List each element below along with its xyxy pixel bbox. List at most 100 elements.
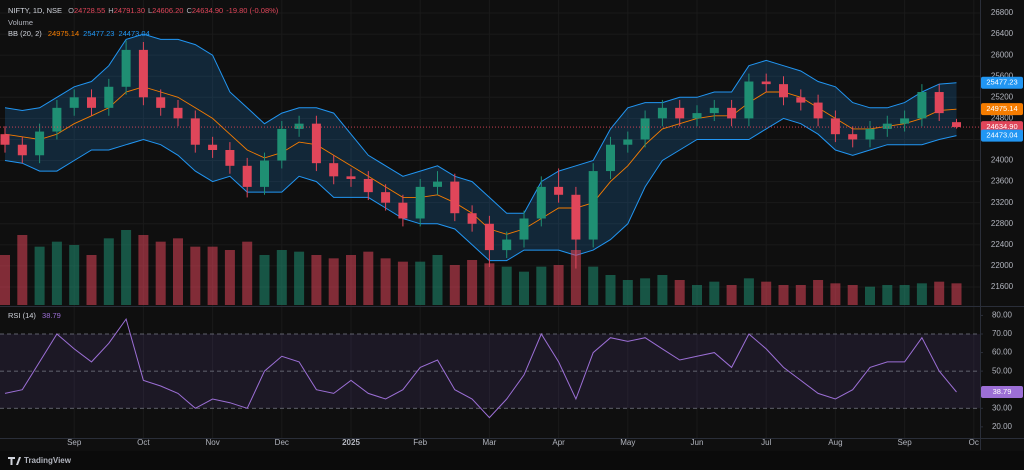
volume-bar bbox=[640, 278, 651, 305]
candle-body bbox=[952, 122, 961, 128]
x-tick-label: 2025 bbox=[342, 438, 360, 447]
candle-body bbox=[242, 165, 252, 187]
candle-body bbox=[381, 192, 391, 203]
candle-body bbox=[156, 97, 166, 108]
symbol: NIFTY, 1D, NSE bbox=[8, 6, 62, 15]
volume-bar bbox=[34, 246, 45, 305]
volume-legend: Volume bbox=[8, 18, 33, 27]
candle-body bbox=[623, 139, 633, 145]
volume-bar bbox=[173, 238, 183, 305]
y-tick-label: 22800 bbox=[991, 219, 1014, 228]
bb-value: 24975.14 bbox=[48, 29, 79, 38]
axis-tag-bg bbox=[981, 385, 1023, 398]
axis-tag: 24634.90 bbox=[986, 122, 1017, 131]
volume-bar bbox=[657, 275, 668, 305]
candle-body bbox=[588, 171, 598, 240]
candle-body bbox=[260, 160, 269, 187]
candle-body bbox=[813, 102, 823, 119]
volume-bar bbox=[536, 266, 547, 305]
volume-bar bbox=[934, 281, 945, 305]
volume-bar bbox=[69, 245, 80, 305]
volume-bar bbox=[207, 246, 218, 305]
volume-bar bbox=[86, 255, 97, 305]
logo-mark bbox=[8, 457, 21, 465]
axis-tag: 25477.23 bbox=[986, 78, 1017, 87]
ohlc-value: 24728.55 bbox=[74, 6, 105, 15]
candle-body bbox=[138, 49, 148, 98]
ohlc-key: H bbox=[108, 6, 113, 15]
candle-body bbox=[329, 163, 339, 177]
y-tick-label: 25200 bbox=[991, 92, 1014, 101]
candle-body bbox=[675, 107, 685, 119]
candle-body bbox=[467, 213, 477, 224]
candle-body bbox=[744, 81, 754, 119]
volume-bar bbox=[259, 255, 270, 305]
candle-body bbox=[657, 107, 667, 119]
rsi-tick-label: 20.00 bbox=[992, 422, 1013, 431]
x-tick-label: Sep bbox=[897, 438, 912, 447]
volume-bar bbox=[726, 285, 737, 305]
change: -19.80 (-0.08%) bbox=[226, 6, 279, 15]
rsi-title: RSI (14) bbox=[8, 311, 36, 320]
bb-line bbox=[4, 86, 957, 235]
rsi-tick-label: 60.00 bbox=[992, 348, 1013, 357]
volume-bar bbox=[121, 230, 132, 305]
volume-bar bbox=[380, 258, 391, 305]
candle-body bbox=[121, 49, 131, 87]
volume-bar bbox=[155, 241, 166, 305]
candle-body bbox=[917, 92, 927, 119]
volume-bar bbox=[328, 258, 339, 305]
candle-body bbox=[294, 123, 304, 129]
volume-bar bbox=[449, 265, 460, 305]
candle-body bbox=[450, 181, 460, 214]
candle-body bbox=[692, 113, 702, 119]
candle-body bbox=[104, 86, 114, 108]
bb-title: BB (20, 2) bbox=[8, 29, 42, 38]
bb-values: 24975.14 25477.23 24473.04 bbox=[48, 29, 150, 38]
logo: TradingView bbox=[8, 456, 72, 465]
candle-body bbox=[571, 194, 581, 240]
volume-bar bbox=[311, 255, 322, 305]
x-tick-label: Dec bbox=[275, 438, 289, 447]
candle-body bbox=[363, 178, 373, 193]
axis-tag-bg bbox=[981, 103, 1023, 116]
volume-bar bbox=[761, 281, 772, 305]
volume-bar bbox=[519, 271, 529, 305]
candle-body bbox=[536, 186, 546, 219]
x-tick-label: Jun bbox=[691, 438, 704, 447]
x-tick-label: Apr bbox=[552, 438, 565, 447]
candle-body bbox=[727, 107, 737, 119]
y-tick-label: 23600 bbox=[991, 177, 1014, 186]
candle-body bbox=[346, 176, 356, 179]
axis-tag: 24975.14 bbox=[986, 104, 1017, 113]
volume-bar bbox=[709, 281, 720, 305]
candle-body bbox=[882, 123, 892, 129]
y-tick-label: 24000 bbox=[991, 156, 1014, 165]
volume-bar bbox=[813, 280, 824, 305]
ohlc-value: 24606.20 bbox=[152, 6, 183, 15]
rsi-tick-label: 50.00 bbox=[992, 366, 1013, 375]
price-legend: NIFTY, 1D, NSE O24728.55 H24791.30 L24606.… bbox=[8, 6, 279, 15]
rsi-tick-label: 70.00 bbox=[992, 329, 1013, 338]
candle-body bbox=[848, 134, 858, 140]
volume-bar bbox=[605, 275, 616, 305]
volume-bar bbox=[294, 251, 305, 305]
volume-bar bbox=[692, 285, 702, 305]
candle-body bbox=[502, 239, 512, 251]
volume-bar bbox=[190, 246, 201, 305]
x-tick-label: Sep bbox=[67, 438, 82, 447]
candle-body bbox=[900, 118, 910, 124]
candle-body bbox=[779, 84, 788, 98]
volume-bar bbox=[346, 255, 356, 305]
volume-bar bbox=[501, 266, 512, 305]
axis-tag-bg bbox=[981, 129, 1023, 142]
candle-body bbox=[311, 123, 321, 164]
x-tick-label: Mar bbox=[483, 438, 497, 447]
candle-body bbox=[17, 144, 27, 156]
axis-tag: 38.79 bbox=[993, 387, 1012, 396]
candle-body bbox=[830, 118, 840, 135]
volume-bar bbox=[588, 266, 599, 305]
volume-bar bbox=[138, 235, 149, 305]
